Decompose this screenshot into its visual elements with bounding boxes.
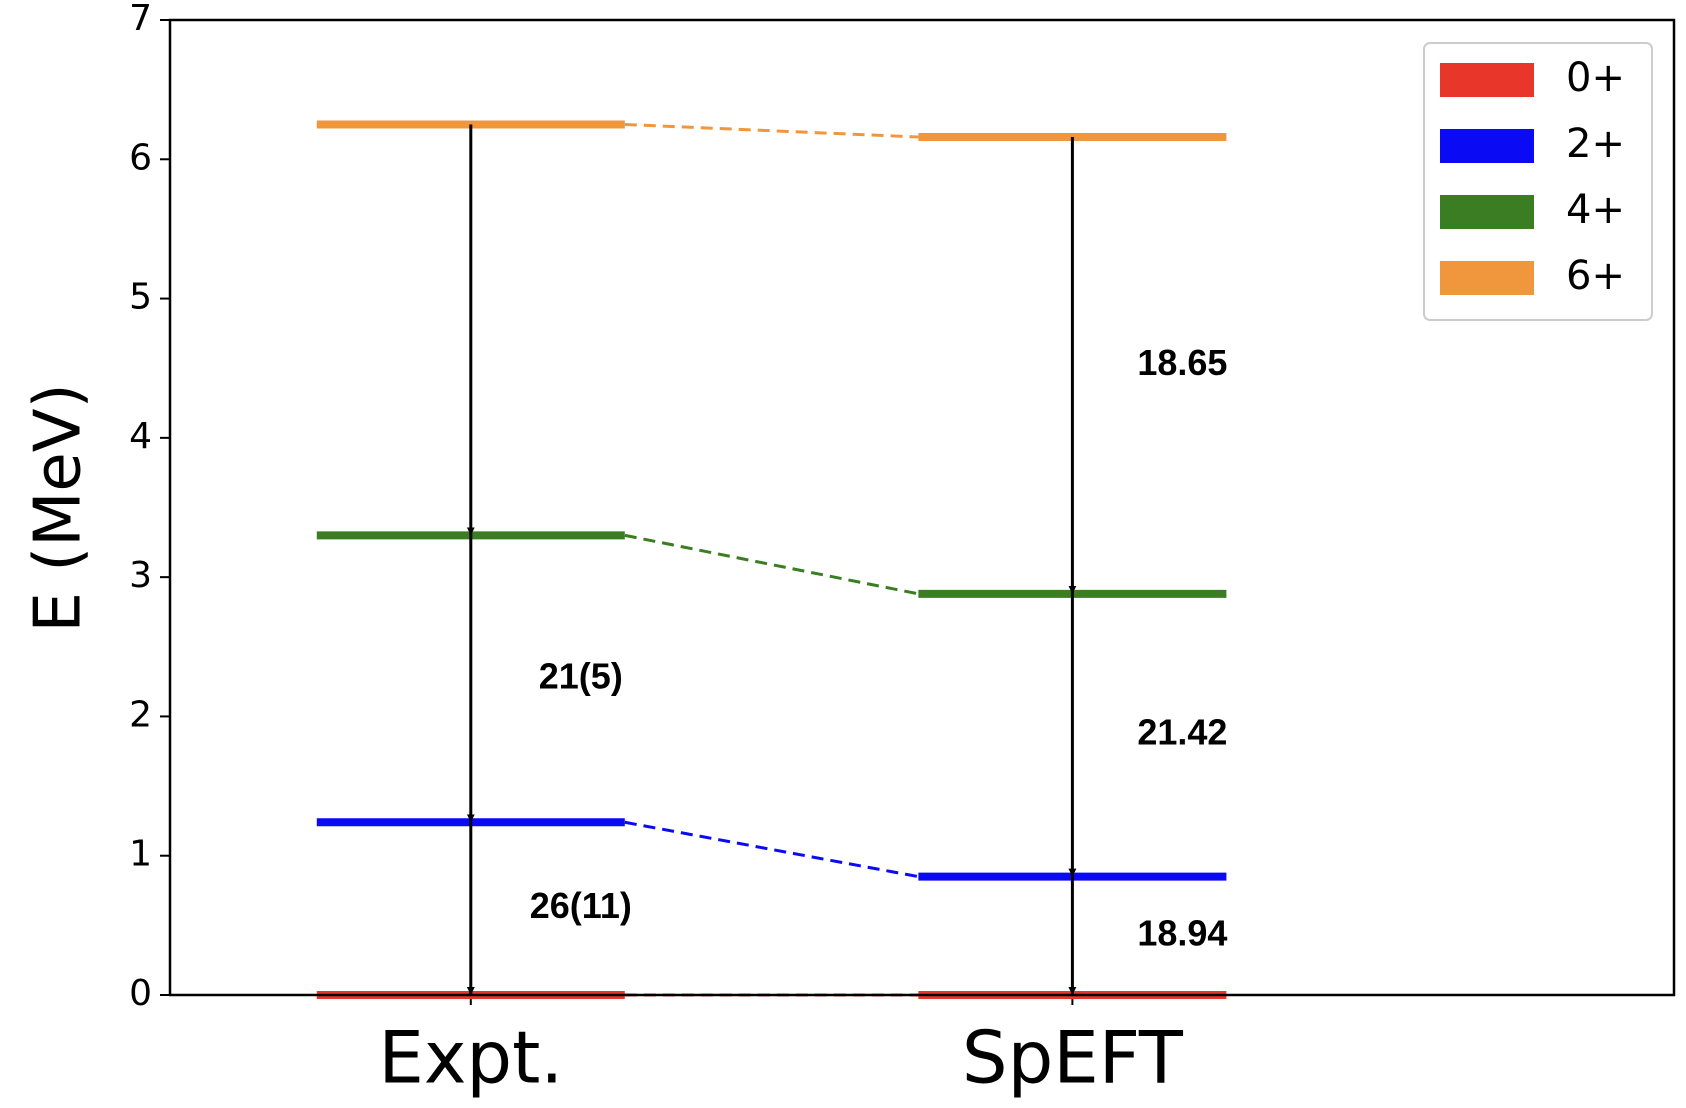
y-tick-label: 6 [129,137,152,178]
level-connector [624,533,919,596]
x-tick-label: Expt. [378,1016,563,1100]
transition-label: 18.94 [1137,912,1227,953]
transition-label: 26(11) [530,885,632,926]
transition-label: 21(5) [539,655,623,696]
legend-label: 0+ [1566,55,1625,101]
legend-swatch [1440,63,1534,97]
y-tick-label: 0 [129,973,152,1014]
legend-swatch [1440,129,1534,163]
legend-label: 2+ [1566,121,1625,167]
y-tick-label: 1 [129,834,152,875]
y-tick-label: 2 [129,694,152,735]
level-connector [624,122,919,139]
x-tick-label: SpEFT [962,1016,1184,1100]
legend-box [1423,42,1653,321]
plot-frame [168,18,1676,997]
y-tick-label: 3 [129,555,152,596]
y-axis-label: E (MeV) [22,383,96,632]
y-tick-label: 4 [129,416,152,457]
legend-swatch [1440,261,1534,295]
y-tick-label: 7 [129,0,152,39]
y-tick-label: 5 [129,277,152,318]
legend-label: 4+ [1566,187,1625,233]
transition-label: 21.42 [1137,712,1227,753]
legend-swatch [1440,195,1534,229]
legend-label: 6+ [1566,253,1625,299]
level-connector [624,820,919,879]
transition-label: 18.65 [1137,342,1227,383]
